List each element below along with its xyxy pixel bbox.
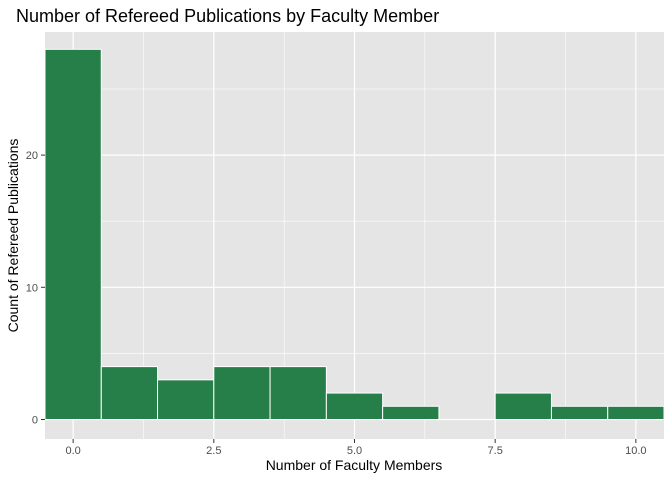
x-axis-title: Number of Faculty Members [266, 457, 443, 473]
histogram-bar-2 [157, 379, 215, 420]
histogram-bar-6 [382, 405, 440, 420]
chart-title: Number of Refereed Publications by Facul… [16, 6, 439, 26]
y-tick-label: 20 [26, 150, 38, 162]
y-tick-label: 10 [26, 282, 38, 294]
histogram-bar-9 [550, 405, 609, 420]
histogram-bar-10 [607, 405, 665, 420]
y-axis-title: Count of Refereed Publications [5, 139, 21, 333]
histogram-bar-8 [494, 392, 552, 420]
histogram-bar-5 [325, 392, 384, 420]
histogram-bar-0 [44, 48, 102, 421]
y-axis: 0 10 20 [26, 150, 45, 427]
histogram-bar-3 [213, 366, 271, 420]
histogram-bar-4 [269, 366, 327, 420]
histogram-bars [44, 48, 665, 421]
x-tick-label: 7.5 [488, 445, 503, 457]
x-tick-label: 10.0 [625, 445, 646, 457]
x-tick-label: 0.0 [65, 445, 80, 457]
x-axis: 0.0 2.5 5.0 7.5 10.0 [65, 439, 647, 457]
y-tick-label: 0 [32, 415, 38, 427]
x-tick-label: 2.5 [206, 445, 221, 457]
histogram-bar-1 [100, 366, 159, 420]
x-tick-label: 5.0 [347, 445, 362, 457]
